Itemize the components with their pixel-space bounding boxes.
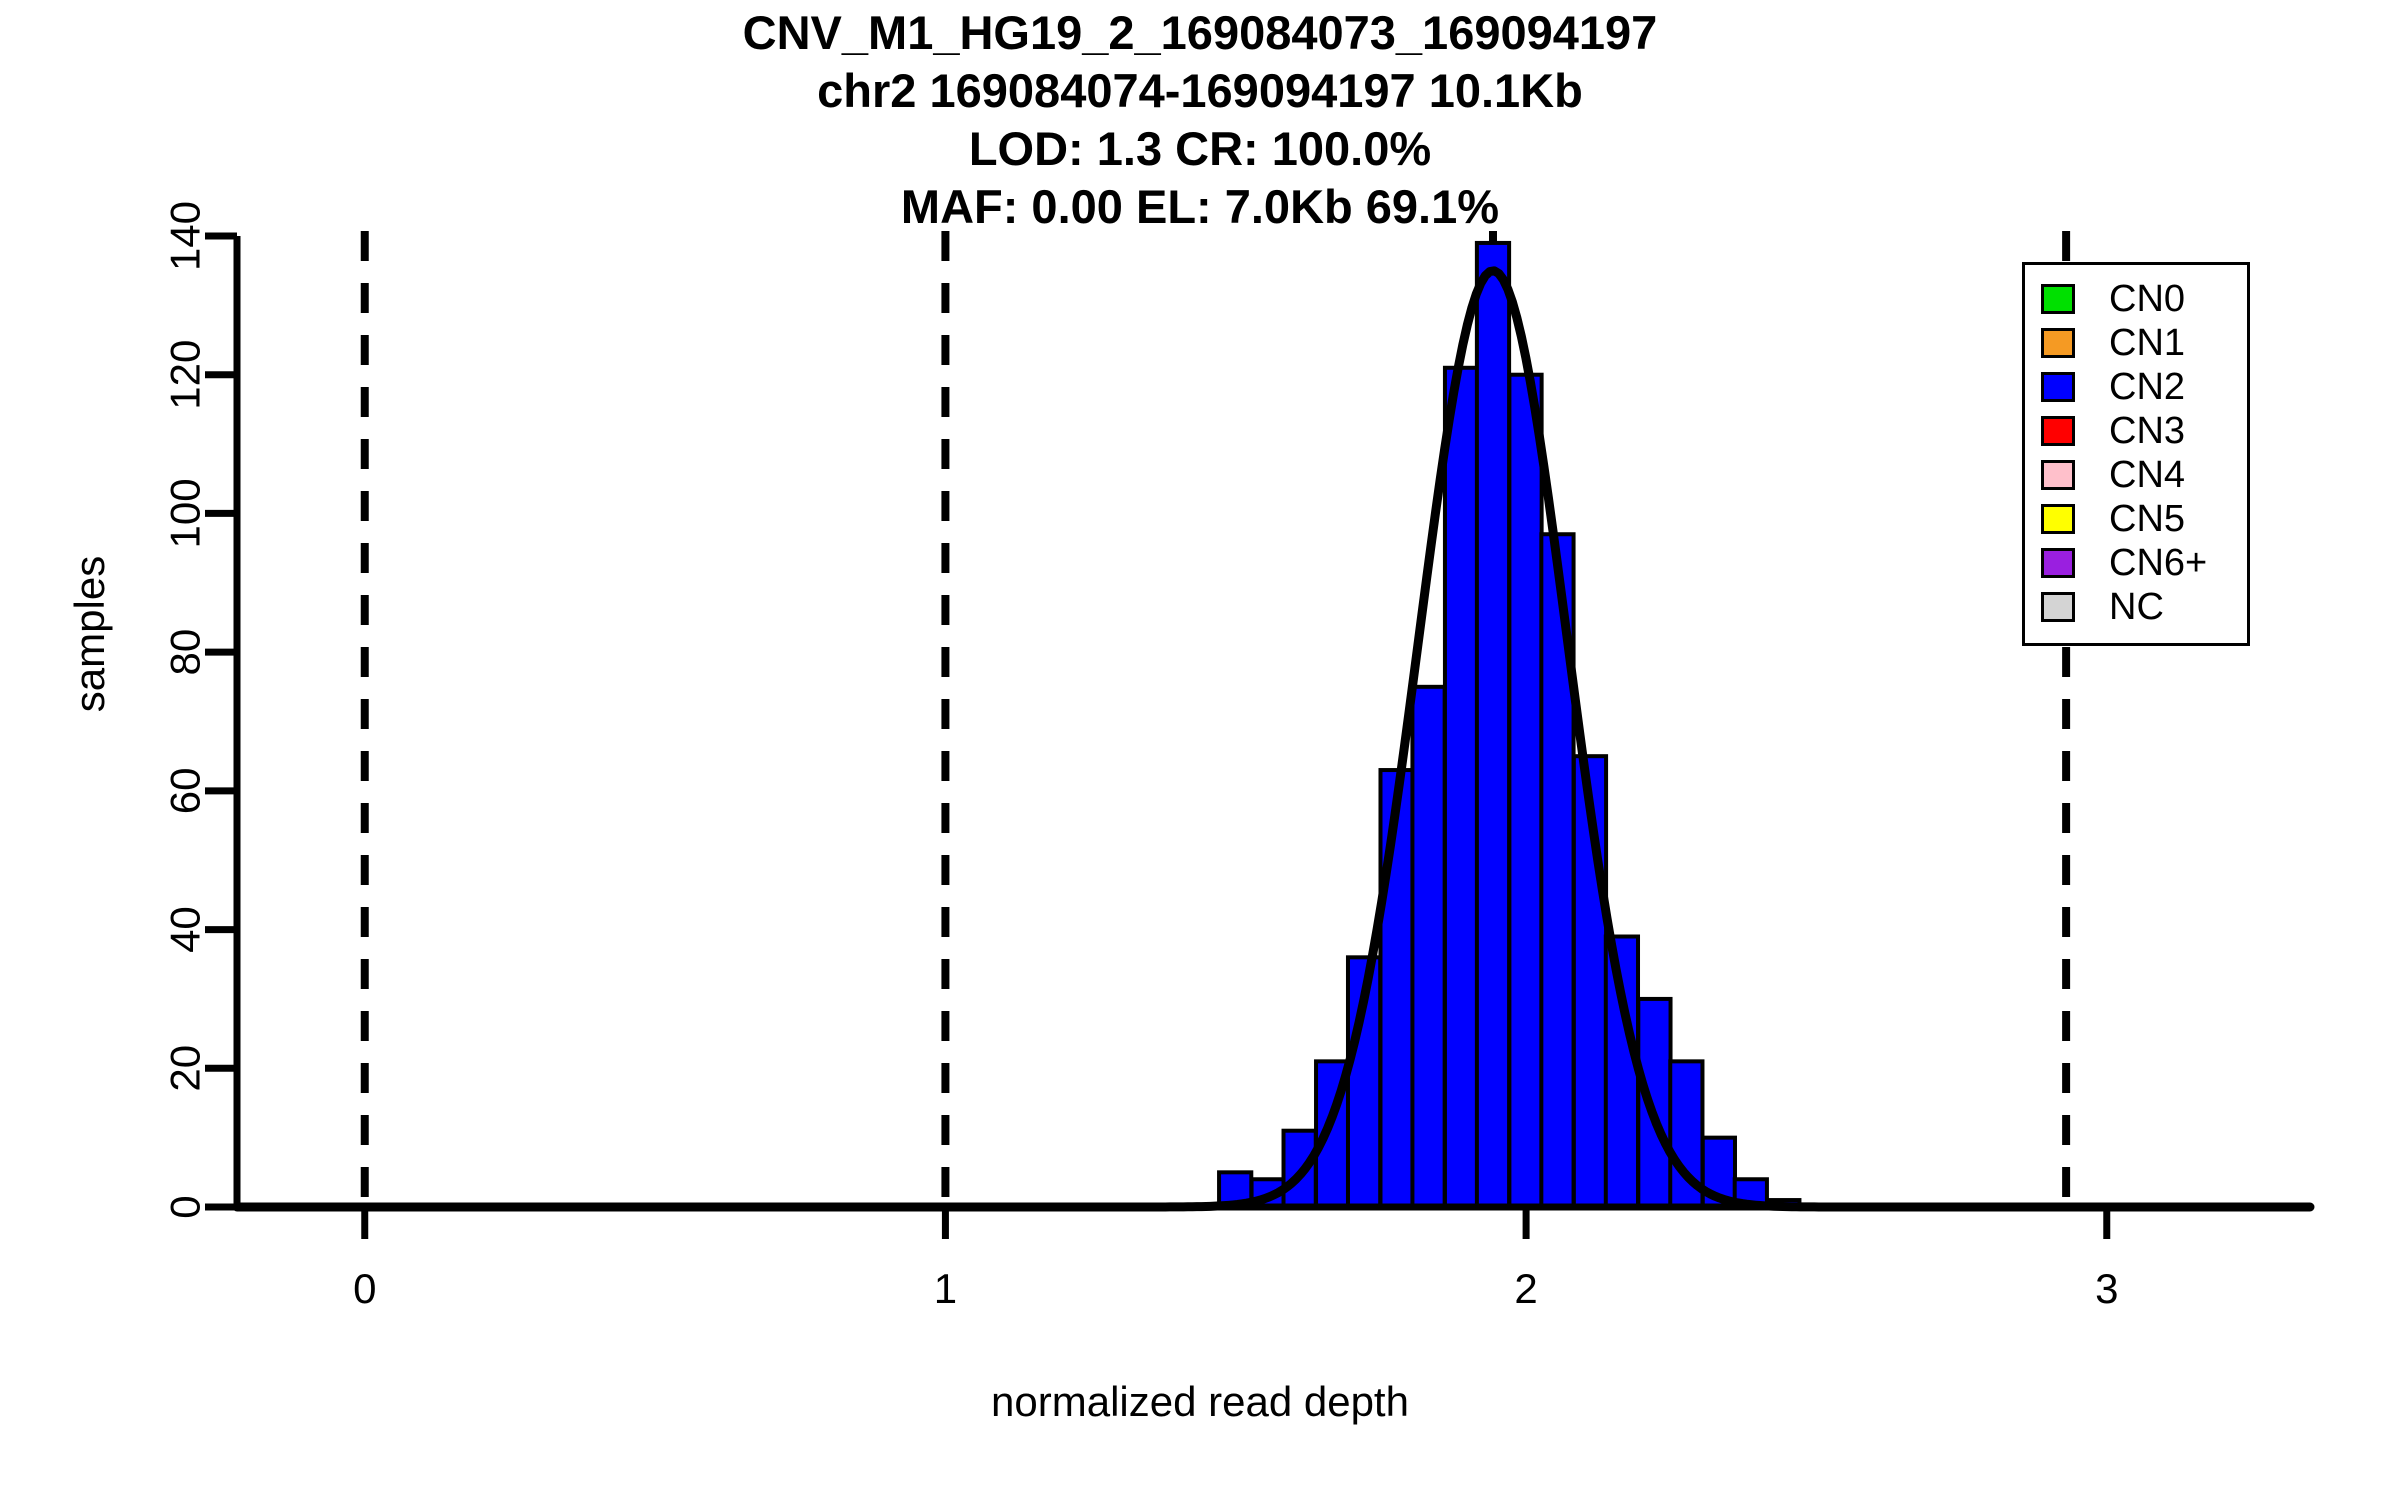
histogram-bar — [1442, 365, 1480, 1209]
legend-item-label: CN0 — [2109, 278, 2186, 320]
x-tick-label: 0 — [353, 1265, 376, 1312]
legend-box: CN0 CN1 CN2 CN3 CN4 CN5 CN6+ NC — [2022, 262, 2250, 646]
title-line-1: CNV_M1_HG19_2_169084073_169094197 — [742, 6, 1658, 59]
legend-item-cn3[interactable]: CN3 — [2025, 409, 2247, 453]
histogram-bar — [1410, 684, 1447, 1209]
legend-item-cn4[interactable]: CN4 — [2025, 453, 2247, 497]
legend-swatch-icon — [2041, 504, 2075, 534]
vertical-reference-lines — [360, 231, 2071, 1207]
legend-item-cn5[interactable]: CN5 — [2025, 497, 2247, 541]
y-tick-label: 0 — [162, 1195, 209, 1218]
y-tick-label: 40 — [162, 906, 209, 953]
legend-item-label: CN2 — [2109, 366, 2186, 408]
y-axis: 0 20 40 60 80 100 120 140 — [162, 201, 241, 1219]
y-tick-label: 80 — [162, 629, 209, 676]
legend-swatch-icon — [2041, 592, 2075, 622]
y-tick-label: 60 — [162, 767, 209, 814]
legend-swatch-icon — [2041, 328, 2075, 358]
legend-item-cn6plus[interactable]: CN6+ — [2025, 541, 2247, 585]
legend-item-label: CN6+ — [2109, 542, 2208, 584]
histogram-bar — [1474, 240, 1512, 1209]
y-tick-label: 120 — [162, 340, 209, 410]
histogram-bar — [1378, 768, 1415, 1209]
title-line-4: MAF: 0.00 EL: 7.0Kb 69.1% — [900, 180, 1500, 233]
title-line-3: LOD: 1.3 CR: 100.0% — [968, 122, 1432, 175]
legend-swatch-icon — [2041, 284, 2075, 314]
legend-item-label: CN5 — [2109, 498, 2186, 540]
legend-item-cn2[interactable]: CN2 — [2025, 365, 2247, 409]
gaussian-density-curve — [232, 266, 2315, 1212]
legend-item-cn0[interactable]: CN0 — [2025, 277, 2247, 321]
legend-item-nc[interactable]: NC — [2025, 585, 2247, 629]
x-tick-label: 1 — [934, 1265, 957, 1312]
y-tick-label: 100 — [162, 478, 209, 548]
legend-item-label: NC — [2109, 586, 2164, 628]
y-tick-label: 20 — [162, 1045, 209, 1092]
histogram-bar — [1636, 996, 1673, 1210]
density-curve — [232, 266, 2315, 1212]
chart-title: CNV_M1_HG19_2_169084073_169094197 chr2 1… — [0, 4, 2400, 236]
legend-item-label: CN3 — [2109, 410, 2186, 452]
legend-swatch-icon — [2041, 416, 2075, 446]
legend-item-cn1[interactable]: CN1 — [2025, 321, 2247, 365]
histogram-bars — [1217, 240, 1802, 1210]
title-line-2: chr2 169084074-169094197 10.1Kb — [817, 64, 1583, 117]
legend-swatch-icon — [2041, 460, 2075, 490]
legend-swatch-icon — [2041, 372, 2075, 402]
x-axis-label: normalized read depth — [991, 1378, 1409, 1425]
y-tick-label: 140 — [162, 201, 209, 271]
x-axis: 0 1 2 3 — [237, 1203, 2310, 1312]
legend-item-label: CN4 — [2109, 454, 2186, 496]
x-tick-label: 2 — [1514, 1265, 1537, 1312]
legend-item-label: CN1 — [2109, 322, 2186, 364]
legend-swatch-icon — [2041, 548, 2075, 578]
x-tick-label: 3 — [2095, 1265, 2118, 1312]
histogram-bar — [1507, 372, 1544, 1209]
